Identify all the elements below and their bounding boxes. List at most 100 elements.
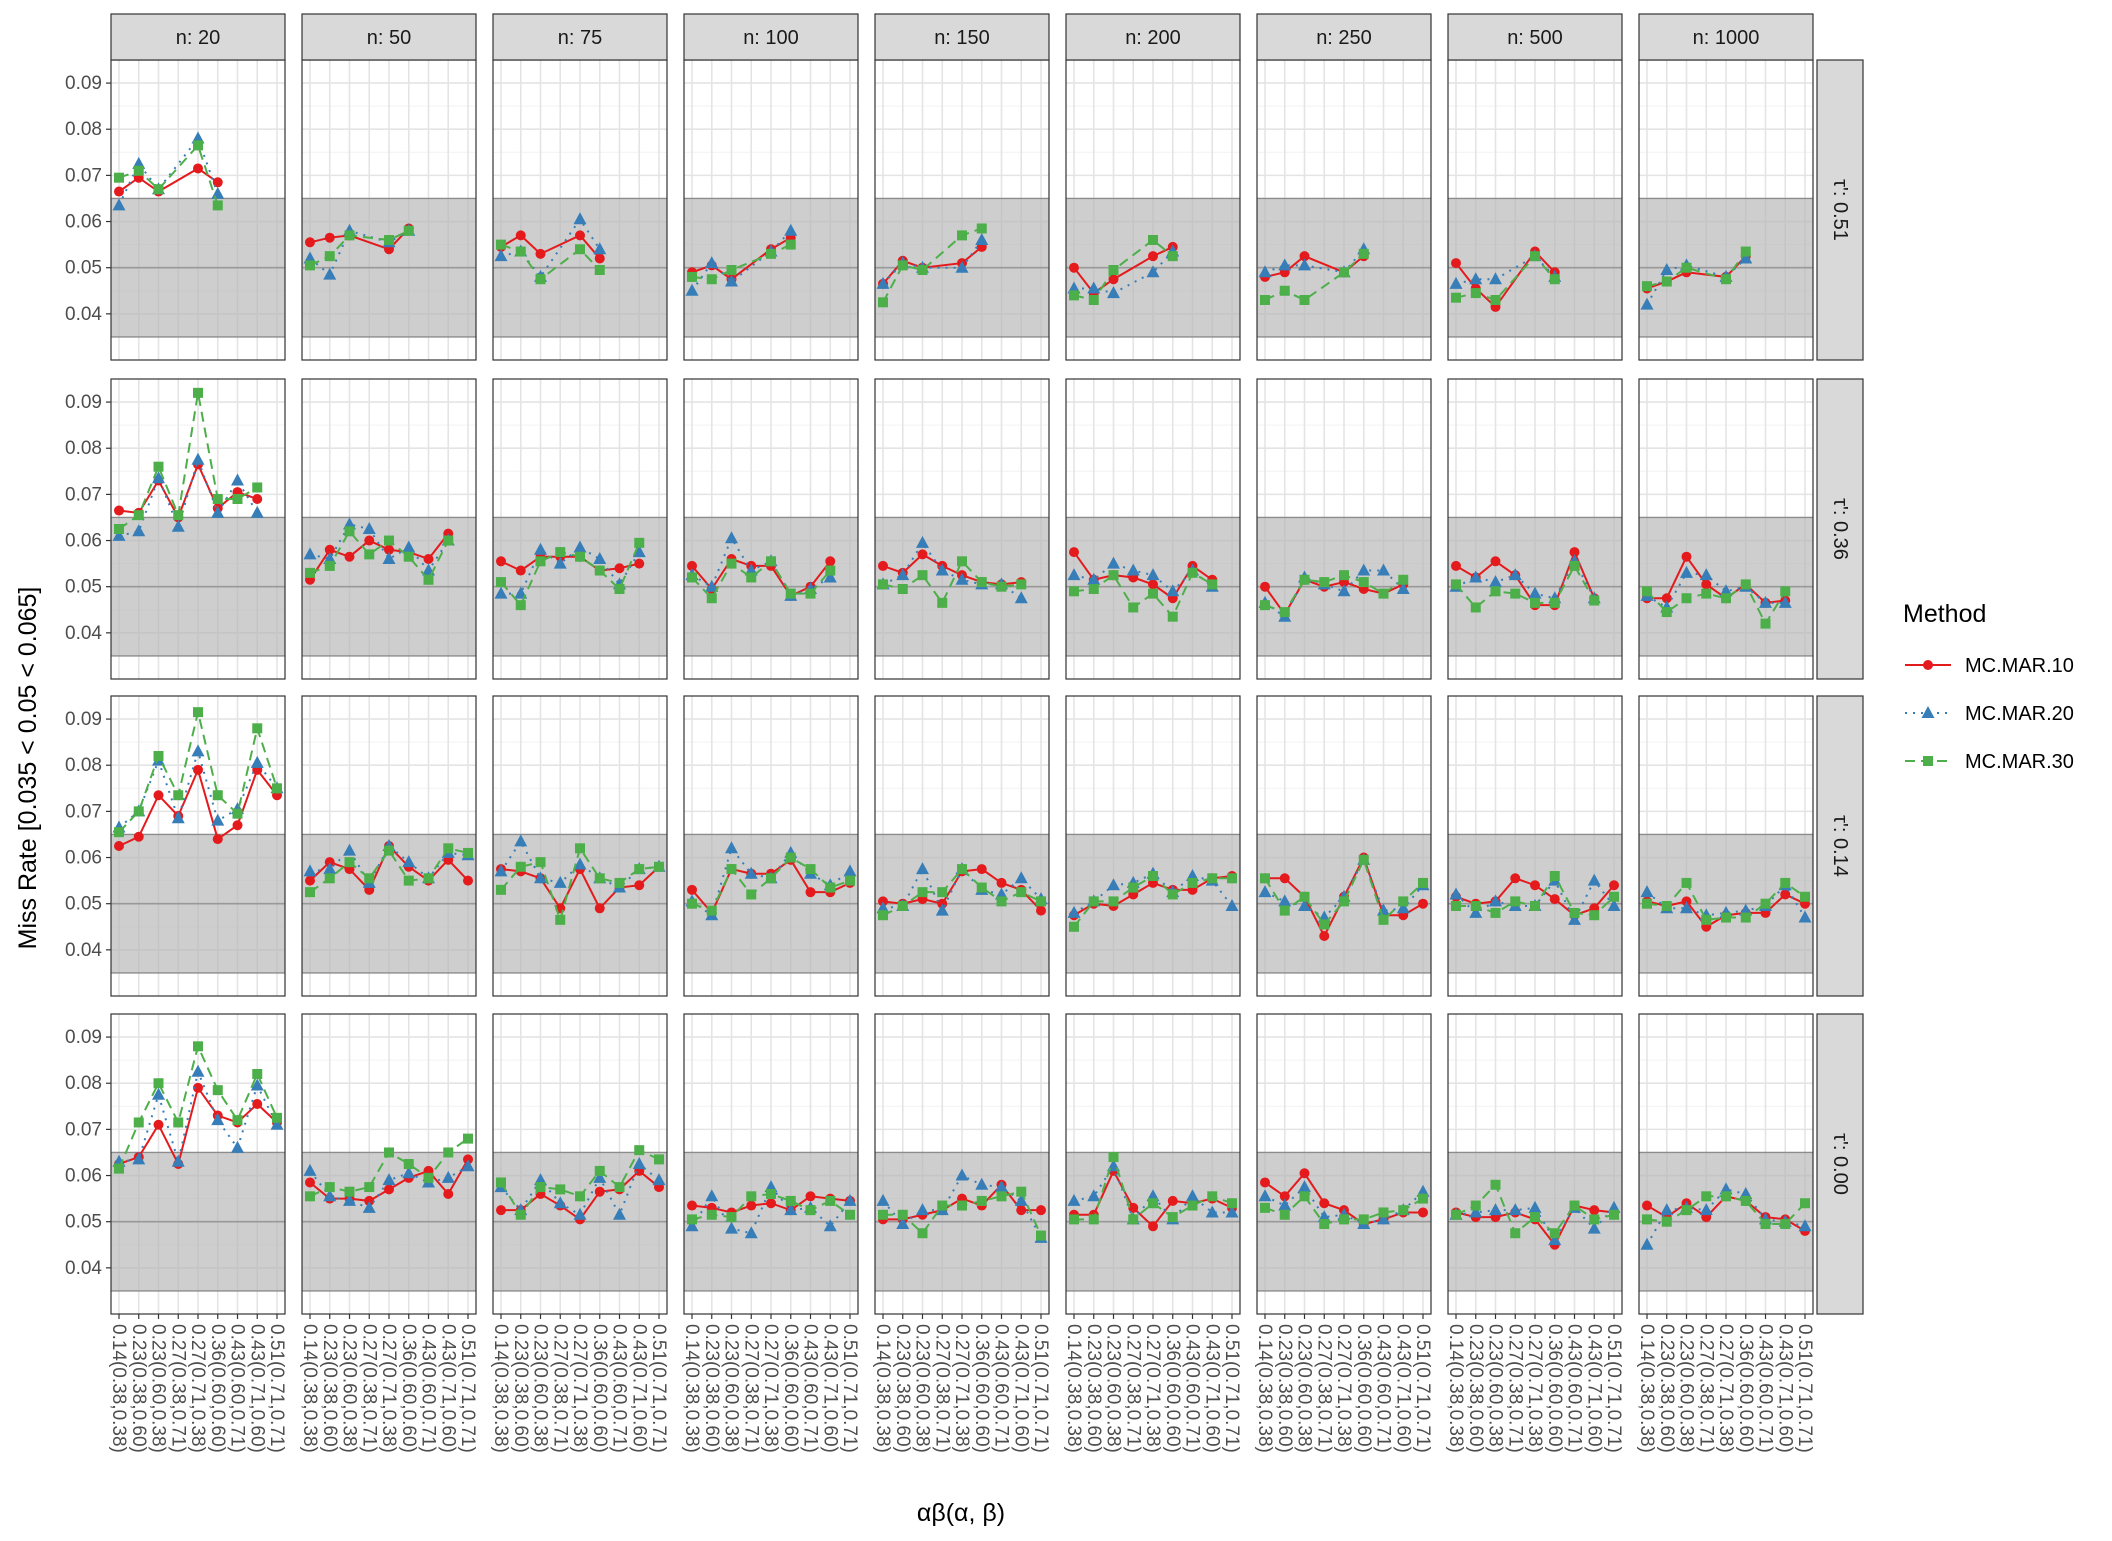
data-point-MC.MAR.20 [250, 755, 264, 768]
strip-background [1256, 13, 1432, 61]
data-point-MC.MAR.20 [303, 547, 317, 560]
data-point-MC.MAR.20 [211, 1113, 225, 1126]
data-point-MC.MAR.30 [496, 577, 506, 588]
data-point-MC.MAR.20 [1166, 584, 1180, 597]
data-point-MC.MAR.20 [303, 1163, 317, 1176]
legend-title: Method [1903, 600, 1986, 628]
x-tick-label: 0.14(0.38,0.38) [108, 1324, 129, 1453]
panel-r0-c1 [301, 59, 477, 361]
data-point-MC.MAR.30 [1319, 1219, 1330, 1229]
y-tick-label: 0.05 [65, 258, 102, 279]
legend-item-MC.MAR.10: MC.MAR.10 [1905, 655, 2074, 677]
data-point-MC.MAR.30 [555, 1184, 566, 1195]
y-tick-label: 0.07 [65, 801, 102, 822]
panel-border [301, 378, 477, 680]
x-tick-label: 0.23(0.38,0.60) [701, 1324, 722, 1453]
data-point-MC.MAR.10 [1148, 251, 1158, 262]
panel-r3-c3: 0.14(0.38,0.38)0.23(0.38,0.60)0.23(0.60,… [681, 1013, 860, 1453]
series-line-MC.MAR.30 [118, 143, 219, 206]
data-point-MC.MAR.30 [1510, 1228, 1521, 1239]
y-tick-label: 0.08 [65, 755, 102, 776]
data-point-MC.MAR.10 [687, 560, 697, 571]
data-point-MC.MAR.30 [976, 577, 987, 588]
data-point-MC.MAR.30 [1036, 896, 1046, 907]
column-strip-label: n: 75 [558, 27, 602, 49]
data-point-MC.MAR.30 [575, 843, 585, 854]
data-point-MC.MAR.30 [1681, 593, 1692, 604]
data-point-MC.MAR.10 [1319, 1198, 1330, 1209]
data-point-MC.MAR.30 [1609, 1209, 1619, 1220]
data-point-MC.MAR.10 [1661, 593, 1672, 604]
y-tick-label: 0.09 [65, 1027, 102, 1048]
data-point-MC.MAR.30 [1470, 602, 1481, 613]
x-tick-label: 0.27(0.71,0.38) [951, 1324, 972, 1453]
data-point-MC.MAR.20 [1489, 272, 1502, 285]
data-point-MC.MAR.30 [937, 597, 948, 608]
data-point-MC.MAR.20 [1489, 575, 1502, 588]
data-point-MC.MAR.20 [461, 1159, 475, 1172]
column-strip-label: n: 200 [1125, 27, 1181, 49]
data-point-MC.MAR.30 [114, 827, 124, 838]
data-point-MC.MAR.10 [1589, 1205, 1600, 1216]
data-point-MC.MAR.30 [1279, 905, 1290, 916]
data-point-MC.MAR.20 [323, 1189, 337, 1202]
data-point-MC.MAR.10 [976, 864, 987, 875]
data-point-MC.MAR.30 [1148, 235, 1158, 245]
data-point-MC.MAR.30 [324, 1182, 335, 1193]
y-axis-title: Miss Rate [0.035 < 0.05 < 0.065] [14, 587, 42, 950]
data-point-MC.MAR.30 [496, 884, 506, 895]
data-point-MC.MAR.20 [995, 1180, 1008, 1193]
series-line-MC.MAR.30 [1646, 250, 1747, 288]
x-tick-label: 0.23(0.60,0.38) [912, 1324, 933, 1453]
panel-border [683, 378, 859, 680]
x-tick-label: 0.43(0.71,0.60) [1392, 1324, 1413, 1453]
data-point-MC.MAR.30 [212, 1085, 223, 1096]
data-point-MC.MAR.30 [232, 494, 243, 504]
panel-border [301, 695, 477, 997]
data-point-MC.MAR.30 [114, 1163, 124, 1174]
x-tick-label: 0.43(0.60,0.71) [1182, 1324, 1203, 1453]
data-point-MC.MAR.20 [744, 866, 758, 879]
x-tick-label: 0.23(0.38,0.60) [1083, 1324, 1104, 1453]
x-tick-label: 0.27(0.38,0.71) [740, 1324, 761, 1453]
data-point-MC.MAR.30 [897, 901, 908, 911]
data-point-MC.MAR.30 [1187, 567, 1198, 578]
data-point-MC.MAR.20 [1449, 887, 1463, 900]
data-point-MC.MAR.20 [382, 552, 396, 564]
data-point-MC.MAR.30 [1721, 593, 1731, 604]
panel-border [1447, 695, 1623, 997]
data-point-MC.MAR.20 [573, 212, 587, 225]
data-point-MC.MAR.10 [114, 186, 124, 197]
data-point-MC.MAR.10 [1279, 873, 1290, 884]
data-point-MC.MAR.20 [1396, 582, 1410, 594]
data-point-MC.MAR.30 [133, 1117, 144, 1128]
data-point-MC.MAR.30 [496, 1177, 506, 1188]
data-point-MC.MAR.30 [443, 1147, 454, 1158]
data-point-MC.MAR.20 [1469, 905, 1483, 918]
data-point-MC.MAR.20 [705, 256, 719, 269]
data-point-MC.MAR.30 [384, 535, 394, 546]
data-point-MC.MAR.20 [1489, 1203, 1502, 1216]
x-tick-label: 0.51(0.71,0.71) [1030, 1324, 1051, 1453]
x-tick-label: 0.51(0.71,0.71) [1794, 1324, 1815, 1453]
data-point-MC.MAR.30 [1108, 570, 1119, 581]
data-point-MC.MAR.30 [252, 723, 263, 734]
data-point-MC.MAR.20 [955, 572, 969, 585]
data-point-MC.MAR.30 [1016, 887, 1027, 898]
legend-item-MC.MAR.30: MC.MAR.30 [1905, 751, 2074, 773]
y-tick-label: 0.05 [65, 577, 102, 598]
data-point-MC.MAR.30 [344, 1186, 355, 1197]
data-point-MC.MAR.10 [515, 230, 526, 241]
panel-border [1065, 695, 1241, 997]
panel-border [110, 695, 286, 997]
panel-r0-c0: 0.04 0.05 0.06 0.07 0.08 0.09 [65, 59, 286, 361]
data-point-MC.MAR.20 [573, 857, 587, 870]
data-point-MC.MAR.30 [324, 560, 335, 571]
data-point-MC.MAR.20 [191, 1064, 205, 1077]
data-point-MC.MAR.30 [654, 861, 664, 872]
strip-background [301, 13, 477, 61]
data-point-MC.MAR.30 [878, 1209, 888, 1220]
column-strip-8: n: 1000 [1638, 13, 1814, 61]
panel-r0-c4 [874, 59, 1050, 361]
data-point-MC.MAR.10 [364, 535, 375, 546]
